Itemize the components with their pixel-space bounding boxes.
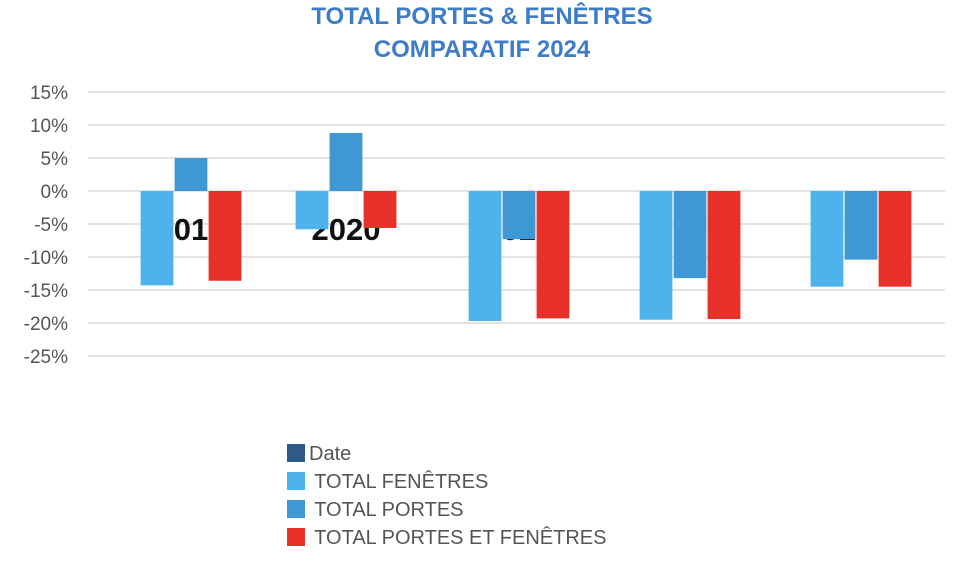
bar bbox=[707, 191, 741, 320]
bar bbox=[329, 132, 363, 191]
y-tick-label: -5% bbox=[34, 215, 68, 236]
y-tick-label: 5% bbox=[41, 149, 69, 170]
bar bbox=[673, 191, 707, 279]
bar bbox=[502, 191, 536, 240]
bars bbox=[140, 132, 912, 322]
bar bbox=[844, 191, 878, 260]
y-axis-ticks: 15% 10% 5% 0% -5% -10% -15% -20% -25% bbox=[24, 83, 68, 368]
legend-label: Date bbox=[309, 443, 351, 465]
bar bbox=[810, 191, 844, 287]
y-tick-label: -25% bbox=[24, 347, 68, 368]
legend-swatch bbox=[287, 500, 305, 518]
bar bbox=[639, 191, 673, 320]
y-tick-label: 15% bbox=[30, 83, 68, 104]
y-tick-label: -20% bbox=[24, 314, 68, 335]
bar bbox=[208, 191, 242, 281]
bar bbox=[363, 191, 397, 228]
legend: Date TOTAL FENÊTRES TOTAL PORTES TOTAL P… bbox=[287, 443, 606, 549]
y-tick-label: -15% bbox=[24, 281, 68, 302]
chart-title-line-1: TOTAL PORTES & FENÊTRES bbox=[311, 2, 652, 30]
bar bbox=[140, 191, 174, 286]
bar bbox=[295, 191, 329, 230]
legend-swatch bbox=[287, 444, 305, 462]
chart-title-line-2: COMPARATIF 2024 bbox=[374, 36, 591, 63]
bar bbox=[174, 158, 208, 191]
bar bbox=[468, 191, 502, 322]
y-tick-label: 0% bbox=[41, 182, 69, 203]
legend-swatch bbox=[287, 472, 305, 490]
bar bbox=[878, 191, 912, 287]
legend-label: TOTAL FENÊTRES bbox=[309, 470, 488, 493]
legend-swatch bbox=[287, 528, 305, 546]
y-tick-label: 10% bbox=[30, 116, 68, 137]
legend-label: TOTAL PORTES ET FENÊTRES bbox=[309, 526, 606, 549]
y-tick-label: -10% bbox=[24, 248, 68, 269]
legend-label: TOTAL PORTES bbox=[309, 499, 464, 521]
bar bbox=[536, 191, 570, 319]
